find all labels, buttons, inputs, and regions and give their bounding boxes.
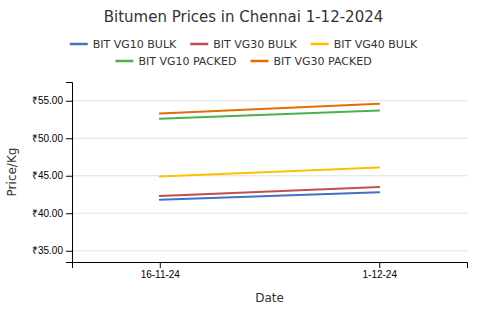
x-axis-title: Date: [255, 291, 284, 305]
y-tick-mark: [66, 138, 72, 139]
series-line: [160, 104, 379, 114]
y-axis-line: [66, 83, 73, 263]
legend-label: BIT VG40 BULK: [334, 38, 418, 51]
x-tick-label: 16-11-24: [141, 269, 181, 280]
x-tick-label: 1-12-24: [362, 269, 397, 280]
legend-item: BIT VG10 PACKED: [115, 55, 236, 68]
y-tick-label: ₹35.00: [32, 245, 63, 256]
y-tick-mark: [66, 101, 72, 102]
title: Bitumen Prices in Chennai 1-12-2024: [104, 8, 384, 26]
y-tick: ₹50.00: [32, 133, 72, 144]
legend-label: BIT VG30 PACKED: [274, 55, 372, 68]
y-tick-label: ₹55.00: [32, 95, 63, 106]
chart: Bitumen Prices in Chennai 1-12-2024 BIT V…: [0, 0, 487, 310]
legend-swatch: [190, 43, 208, 46]
grid-line: [72, 138, 467, 139]
y-tick: ₹35.00: [32, 245, 72, 256]
x-tick-mark: [160, 262, 161, 268]
legend-label: BIT VG10 BULK: [93, 38, 177, 51]
y-tick-mark: [66, 213, 72, 214]
y-tick: ₹40.00: [32, 208, 72, 219]
grid-line: [72, 213, 467, 214]
y-tick-label: ₹45.00: [32, 170, 63, 181]
plot-area: [160, 104, 379, 200]
x-tick: 16-11-24: [141, 262, 181, 280]
legend-swatch: [311, 43, 329, 46]
legend-label: BIT VG30 BULK: [213, 38, 297, 51]
legend-item: BIT VG30 BULK: [190, 38, 297, 51]
legend: BIT VG10 BULKBIT VG30 BULKBIT VG40 BULKB…: [70, 38, 418, 68]
y-tick-mark: [66, 251, 72, 252]
grid-line: [72, 250, 467, 251]
legend-row: BIT VG10 PACKED BIT VG30 PACKED: [115, 55, 371, 68]
x-axis-line: [73, 263, 468, 269]
x-tick-mark: [379, 262, 380, 268]
series-line: [160, 192, 379, 200]
y-tick: ₹55.00: [32, 95, 72, 106]
legend-row: BIT VG10 BULK BIT VG30 BULK BIT VG40 BULK: [70, 38, 418, 51]
series-line: [160, 168, 379, 177]
y-axis: ₹35.00 ₹40.00 ₹45.00 ₹50.00 ₹55.00: [32, 83, 73, 263]
y-tick-mark: [66, 176, 72, 177]
legend-swatch: [251, 60, 269, 63]
legend-swatch: [115, 60, 133, 63]
series-line: [160, 187, 379, 196]
legend-item: BIT VG30 PACKED: [251, 55, 372, 68]
legend-label: BIT VG10 PACKED: [138, 55, 236, 68]
x-tick: 1-12-24: [362, 262, 397, 280]
legend-item: BIT VG10 BULK: [70, 38, 177, 51]
y-tick: ₹45.00: [32, 170, 72, 181]
y-axis-title: Price/Kg: [5, 148, 19, 197]
grid-line: [72, 175, 467, 176]
y-tick-label: ₹40.00: [32, 208, 63, 219]
grid-line: [72, 100, 467, 101]
legend-swatch: [70, 43, 88, 46]
x-axis: 16-11-24 1-12-24: [73, 262, 468, 280]
grid: [72, 101, 467, 251]
y-tick-label: ₹50.00: [32, 133, 63, 144]
legend-item: BIT VG40 BULK: [311, 38, 418, 51]
